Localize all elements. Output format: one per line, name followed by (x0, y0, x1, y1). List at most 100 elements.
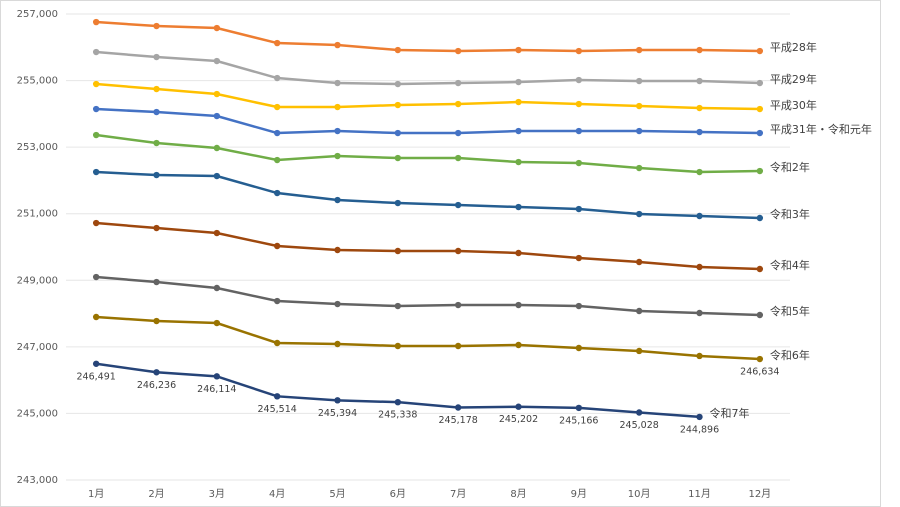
data-point (454, 129, 462, 137)
data-point (635, 164, 643, 172)
data-label: 245,514 (258, 404, 297, 415)
x-tick-label: 4月 (269, 488, 285, 500)
data-point (153, 369, 160, 376)
data-point (273, 129, 281, 137)
series-line (96, 133, 760, 174)
data-label: 246,236 (137, 380, 176, 391)
data-point (213, 284, 221, 292)
y-tick-label: 243,000 (17, 475, 58, 486)
data-point (575, 205, 583, 213)
data-point (696, 352, 703, 360)
data-label: 246,491 (77, 371, 116, 382)
data-point (273, 297, 281, 305)
data-point (756, 355, 764, 363)
data-point (696, 104, 703, 112)
data-point (273, 103, 281, 111)
data-point (696, 413, 703, 421)
data-point (575, 47, 583, 55)
data-point (635, 46, 643, 54)
y-tick-label: 255,000 (17, 76, 58, 87)
data-point (515, 203, 522, 211)
y-tick-label: 251,000 (17, 209, 58, 220)
data-point (756, 79, 764, 87)
data-point (635, 127, 643, 135)
data-point (213, 57, 221, 65)
data-point (394, 398, 402, 406)
data-point (92, 48, 100, 56)
data-point (515, 46, 522, 54)
data-point (454, 100, 462, 108)
data-point (394, 154, 402, 162)
data-point (696, 46, 703, 54)
y-tick-label: 253,000 (17, 142, 58, 153)
data-point (273, 242, 281, 250)
data-point (213, 229, 221, 237)
data-point (575, 404, 583, 412)
data-point (515, 78, 522, 86)
data-point (515, 98, 522, 106)
data-point (454, 342, 462, 350)
series-label: 令和3年 (770, 207, 810, 221)
data-point (575, 76, 583, 84)
data-point (575, 127, 583, 135)
data-point (213, 112, 221, 120)
data-point (394, 247, 402, 255)
data-point (454, 79, 462, 87)
series-label: 令和7年 (710, 406, 750, 420)
data-point (756, 105, 764, 113)
data-point (273, 393, 281, 400)
data-point (635, 409, 643, 416)
y-tick-label: 247,000 (17, 342, 58, 353)
x-tick-label: 3月 (209, 488, 225, 500)
data-point (273, 39, 281, 47)
data-point (92, 360, 100, 367)
x-tick-label: 2月 (148, 488, 164, 500)
data-point (756, 167, 764, 175)
data-point (334, 397, 341, 404)
data-label: 245,394 (318, 408, 357, 419)
data-label: 246,634 (740, 367, 779, 378)
data-point (696, 128, 703, 136)
data-point (515, 301, 522, 309)
series-label: 令和4年 (770, 258, 810, 272)
data-point (635, 307, 643, 315)
data-point (696, 168, 703, 176)
data-point (454, 404, 462, 411)
data-point (756, 129, 764, 137)
data-point (213, 373, 221, 380)
data-point (515, 158, 522, 166)
data-point (696, 263, 703, 271)
data-point (394, 101, 402, 109)
data-point (635, 210, 643, 218)
data-point (394, 129, 402, 137)
data-point (334, 41, 341, 49)
series-line (96, 170, 760, 220)
data-point (92, 168, 100, 176)
data-point (515, 249, 522, 257)
x-tick-label: 9月 (571, 488, 587, 500)
data-point (153, 171, 160, 179)
data-label: 245,338 (378, 410, 417, 421)
data-point (213, 172, 221, 180)
data-point (756, 311, 764, 319)
data-point (575, 254, 583, 262)
data-point (696, 309, 703, 317)
data-point (213, 319, 221, 327)
series-label: 令和2年 (770, 160, 810, 174)
data-point (635, 77, 643, 85)
data-point (635, 258, 643, 266)
data-label: 245,166 (559, 415, 598, 426)
data-point (696, 212, 703, 220)
data-point (696, 77, 703, 85)
series-line (96, 82, 760, 111)
series-line (96, 221, 760, 271)
series-label: 平成31年・令和元年 (770, 122, 872, 136)
data-point (635, 102, 643, 110)
data-label: 245,028 (620, 420, 659, 431)
series-line (96, 275, 760, 317)
data-point (515, 341, 522, 349)
data-label: 244,896 (680, 424, 719, 435)
data-point (153, 108, 160, 116)
x-tick-label: 7月 (450, 488, 466, 500)
